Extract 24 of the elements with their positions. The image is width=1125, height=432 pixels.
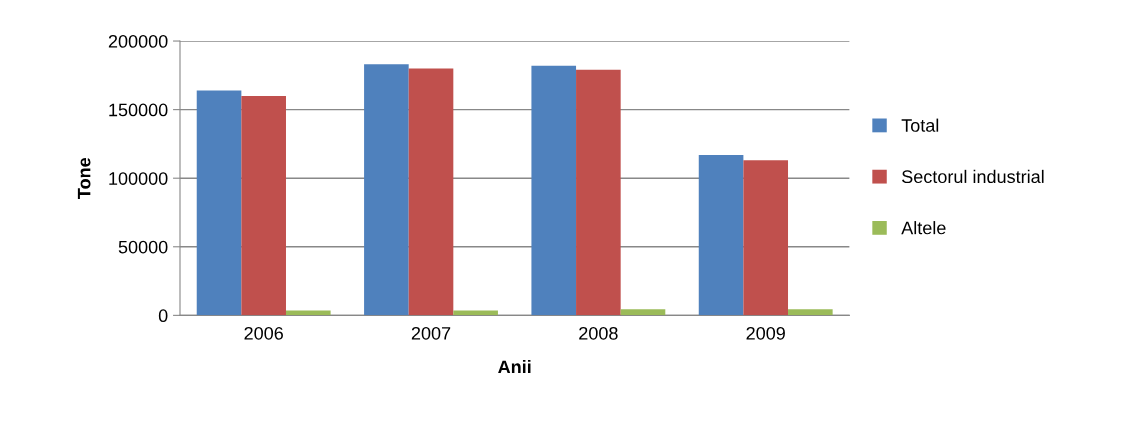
bar xyxy=(531,65,577,316)
bar xyxy=(408,68,454,316)
x-tick-label: 2006 xyxy=(244,326,283,340)
legend-label: Sectorul industrial xyxy=(902,169,1044,184)
legend-label: Altele xyxy=(901,221,946,235)
y-tick-label: 200000 xyxy=(108,34,168,48)
y-tick-label: 150000 xyxy=(109,103,168,117)
bar xyxy=(743,160,789,316)
bar xyxy=(788,309,833,316)
bar xyxy=(576,69,621,316)
y-axis-title: Tone xyxy=(77,157,91,199)
x-tick-label: 2007 xyxy=(411,326,451,340)
bar xyxy=(620,309,666,316)
x-tick-label: 2009 xyxy=(746,326,785,340)
y-tick-label: 0 xyxy=(158,309,168,323)
x-tick-label: 2008 xyxy=(579,326,618,340)
y-tick-label: 50000 xyxy=(118,240,168,254)
bar xyxy=(196,90,242,316)
bar xyxy=(364,64,409,316)
x-axis-title: Anii xyxy=(498,359,531,374)
bar xyxy=(698,154,744,316)
y-tick-label: 100000 xyxy=(109,172,168,185)
legend-label: Total xyxy=(901,118,939,132)
bar xyxy=(241,95,286,316)
